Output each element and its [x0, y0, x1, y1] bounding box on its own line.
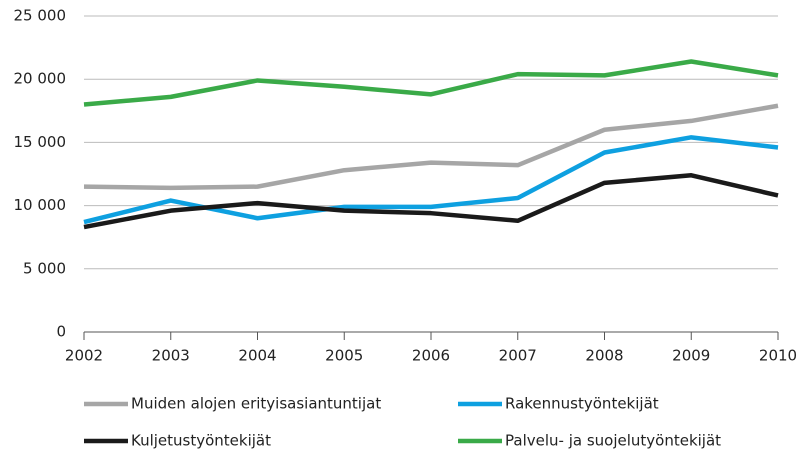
legend-label: Rakennustyöntekijät	[505, 395, 659, 413]
legend-label: Kuljetustyöntekijät	[131, 432, 271, 450]
x-tick-label: 2007	[499, 347, 537, 365]
series-line	[83, 59, 779, 107]
x-tick-label: 2002	[65, 347, 103, 365]
x-tick-label: 2006	[412, 347, 450, 365]
y-tick-label: 25 000	[14, 7, 67, 25]
y-tick-label: 15 000	[14, 133, 67, 151]
y-tick-label: 10 000	[14, 196, 67, 214]
x-tick-label: 2009	[672, 347, 710, 365]
series-line	[83, 173, 779, 230]
series-line	[83, 103, 779, 191]
y-tick-label: 0	[56, 323, 66, 341]
x-tick-label: 2005	[325, 347, 363, 365]
y-tick-label: 5 000	[23, 259, 66, 277]
legend-label: Palvelu- ja suojelutyöntekijät	[505, 432, 721, 450]
x-tick-label: 2008	[585, 347, 623, 365]
x-tick-label: 2003	[152, 347, 190, 365]
x-tick-label: 2004	[238, 347, 276, 365]
x-tick-label: 2010	[759, 347, 797, 365]
y-tick-label: 20 000	[14, 70, 67, 88]
legend-label: Muiden alojen erityisasiantuntijat	[131, 395, 381, 413]
